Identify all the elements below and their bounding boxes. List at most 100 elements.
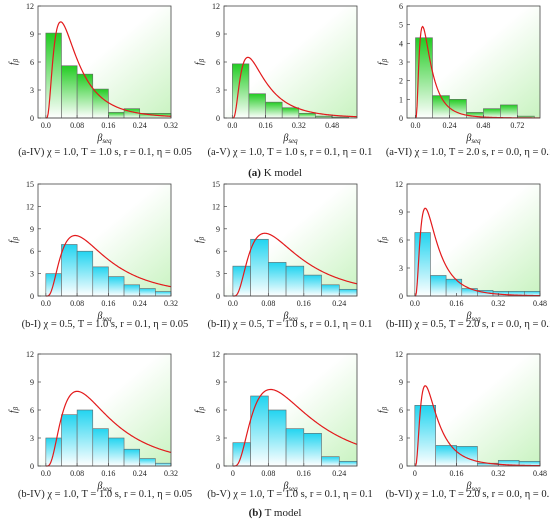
x-tick-label: 0.48 [325,121,339,130]
x-tick-label: 0.72 [510,121,524,130]
y-tick-label: 3 [30,270,34,279]
y-tick-label: 2 [399,77,403,86]
x-axis-label-sub: seq [102,485,112,493]
group-label-a: (a) [248,167,261,179]
pdf-curve [414,207,541,297]
histogram-bar [268,409,287,467]
x-tick-label: 0.16 [101,469,115,478]
pdf-curve [232,56,358,119]
y-axis-label-main: f [194,61,205,65]
histogram-bar [61,414,78,467]
y-tick-label: 6 [216,58,220,67]
histogram-bar [265,101,283,119]
y-tick-label: 0 [399,292,403,301]
x-axis-label-main: β [96,133,102,144]
histogram-bar [303,274,322,297]
y-tick-label: 3 [399,434,403,443]
panel-caption: (b-V) χ = 1.0, T = 1.0 s, r = 0.1, η = 0… [207,489,372,500]
y-tick-label: 6 [399,236,403,245]
y-axis-label-sub: β [381,236,389,241]
histogram-bar [139,458,156,467]
y-tick-label: 9 [216,225,220,234]
y-tick-label: 3 [399,58,403,67]
histogram-bar [430,275,447,297]
y-axis-label-sub: β [12,406,20,411]
x-axis-label-main: β [465,481,471,492]
y-tick-label: 12 [26,350,34,359]
x-axis-label-sub: seq [288,137,298,145]
x-axis-label-main: β [96,481,102,492]
x-tick-label: 0 [231,469,235,478]
histogram-bar [155,462,172,467]
histogram-bar [61,65,78,119]
x-axis-label: βseq [96,481,112,493]
x-tick-label: 0.32 [164,469,178,478]
x-tick-label: 0.16 [297,299,311,308]
y-tick-label: 0 [216,462,220,471]
y-axis-label-sub: β [198,58,206,63]
x-axis-label-main: β [282,311,288,322]
y-axis-label-sub: β [381,406,389,411]
histogram-bar [139,288,156,297]
panel-caption: (b-II) χ = 0.5, T = 1.0 s, r = 0.1, η = … [208,319,373,330]
histogram-bar [92,428,109,467]
y-axis-label-sub: β [12,236,20,241]
y-axis-label-sub: β [381,58,389,63]
x-tick-label: 0.08 [70,299,84,308]
y-tick-label: 9 [30,378,34,387]
y-tick-label: 12 [26,2,34,11]
y-tick-label: 3 [30,86,34,95]
x-tick-label: 0.24 [133,469,147,478]
x-tick-label: 0.16 [450,469,464,478]
x-axis-label: βseq [465,311,481,323]
x-tick-label: 0 [413,469,417,478]
histogram-bar [500,104,518,119]
y-tick-label: 0 [30,292,34,301]
y-axis-label-main: f [377,239,388,243]
x-tick-label: 0.48 [533,469,547,478]
y-axis-label-sub: β [198,236,206,241]
histogram-bar [321,456,340,467]
histogram-bar [45,32,62,119]
x-tick-label: 0.32 [491,299,505,308]
y-axis-label-main: f [194,239,205,243]
x-tick-label: 0.16 [101,121,115,130]
histogram-bar [445,278,463,297]
y-axis-label-main: f [377,61,388,65]
y-tick-label: 6 [216,247,220,256]
y-axis-label-main: f [8,61,19,65]
pdf-curve [232,232,358,297]
y-tick-label: 15 [212,180,220,189]
plot-frame [223,183,358,297]
x-axis-label-sub: seq [288,485,298,493]
y-axis-label: fβ [8,58,20,65]
group-label-b: (b) [249,507,263,519]
y-tick-label: 3 [30,434,34,443]
x-tick-label: 0.16 [259,121,273,130]
histogram-bar [123,284,141,297]
y-axis-label: fβ [8,236,20,243]
y-tick-label: 3 [399,264,403,273]
y-tick-label: 9 [30,225,34,234]
histogram-bar [155,291,172,297]
x-axis-label-sub: seq [471,315,481,323]
y-axis-label-sub: β [12,58,20,63]
x-tick-label: 0.08 [261,469,275,478]
y-tick-label: 6 [30,58,34,67]
y-axis-label: fβ [8,406,20,413]
y-tick-label: 0 [216,114,220,123]
x-tick-label: 0.32 [164,299,178,308]
y-axis-label-main: f [377,409,388,413]
x-tick-label: 0.0 [410,121,420,130]
y-tick-label: 6 [399,406,403,415]
x-tick-label: 0.48 [533,299,547,308]
x-axis-label: βseq [96,133,112,145]
x-tick-label: 0.08 [261,299,275,308]
histogram-bar [76,250,94,297]
